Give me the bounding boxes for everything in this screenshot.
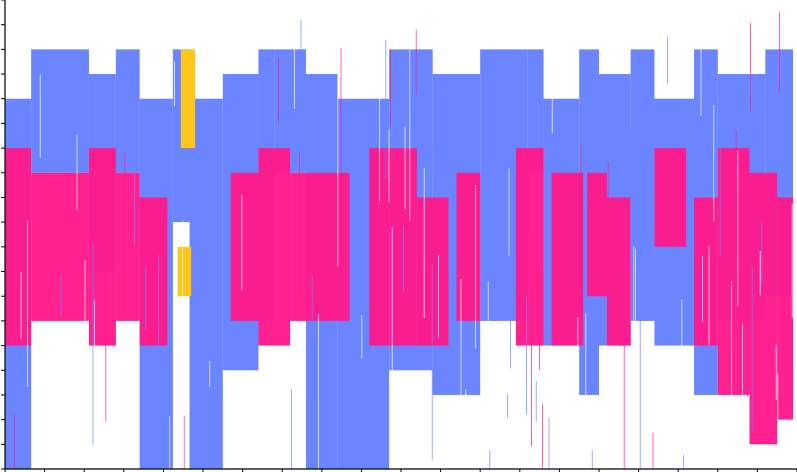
heatmap-band [587,172,607,297]
heatmap-band [717,148,750,395]
heatmap-band [290,172,350,321]
heatmap-band [416,197,449,346]
heatmap-band [230,172,259,321]
heatmap-band [606,197,631,346]
heatmap-band [189,98,223,469]
heatmap-band [515,148,544,346]
heatmap-band [749,172,778,445]
heatmap-band [139,197,168,346]
heatmap-band [389,148,417,346]
heatmap-band [177,246,192,297]
heatmap-band [115,172,140,321]
heatmap-band [694,197,718,346]
heatmap-band [369,148,390,346]
heatmap-band [654,148,687,247]
heatmap-band [31,172,89,321]
heatmap-band [115,49,140,173]
heatmap-band [551,172,584,346]
heatmap-band [456,172,481,321]
heatmap-band [31,49,89,173]
heatmap-band [630,49,655,321]
heatmap-band [258,148,291,346]
plot-area [5,0,794,469]
stripe-texture [14,0,793,469]
heatmap-band [180,49,196,149]
heatmap-band [777,197,794,420]
heatmap-band [527,49,544,173]
heatmap-band [88,148,116,346]
heatmap-band [5,148,32,346]
